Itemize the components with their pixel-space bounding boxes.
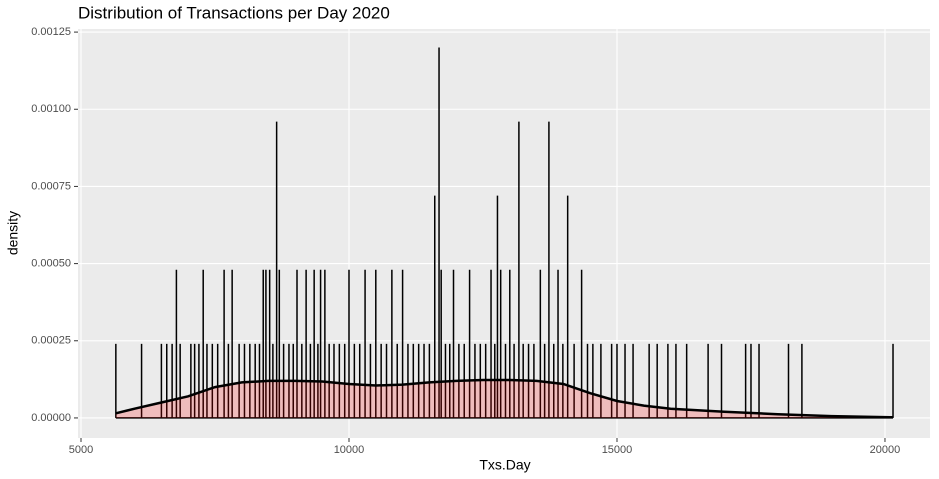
x-tick-label: 10000: [334, 444, 365, 456]
y-tick-label: 0.00100: [31, 103, 71, 115]
x-tick-label: 20000: [870, 444, 901, 456]
y-axis-title: density: [5, 211, 21, 255]
y-tick-label: 0.00000: [31, 412, 71, 424]
x-axis-title: Txs.Day: [479, 457, 530, 473]
density-area: [115, 380, 894, 418]
y-tick-label: 0.00050: [31, 258, 71, 270]
density-line: [115, 378, 894, 419]
chart-title: Distribution of Transactions per Day 202…: [78, 3, 390, 22]
y-tick-label: 0.00075: [31, 180, 71, 192]
y-tick-label: 0.00125: [31, 26, 71, 38]
x-tick-label: 15000: [602, 444, 633, 456]
y-tick-label: 0.00025: [31, 335, 71, 347]
x-tick-label: 5000: [69, 444, 93, 456]
